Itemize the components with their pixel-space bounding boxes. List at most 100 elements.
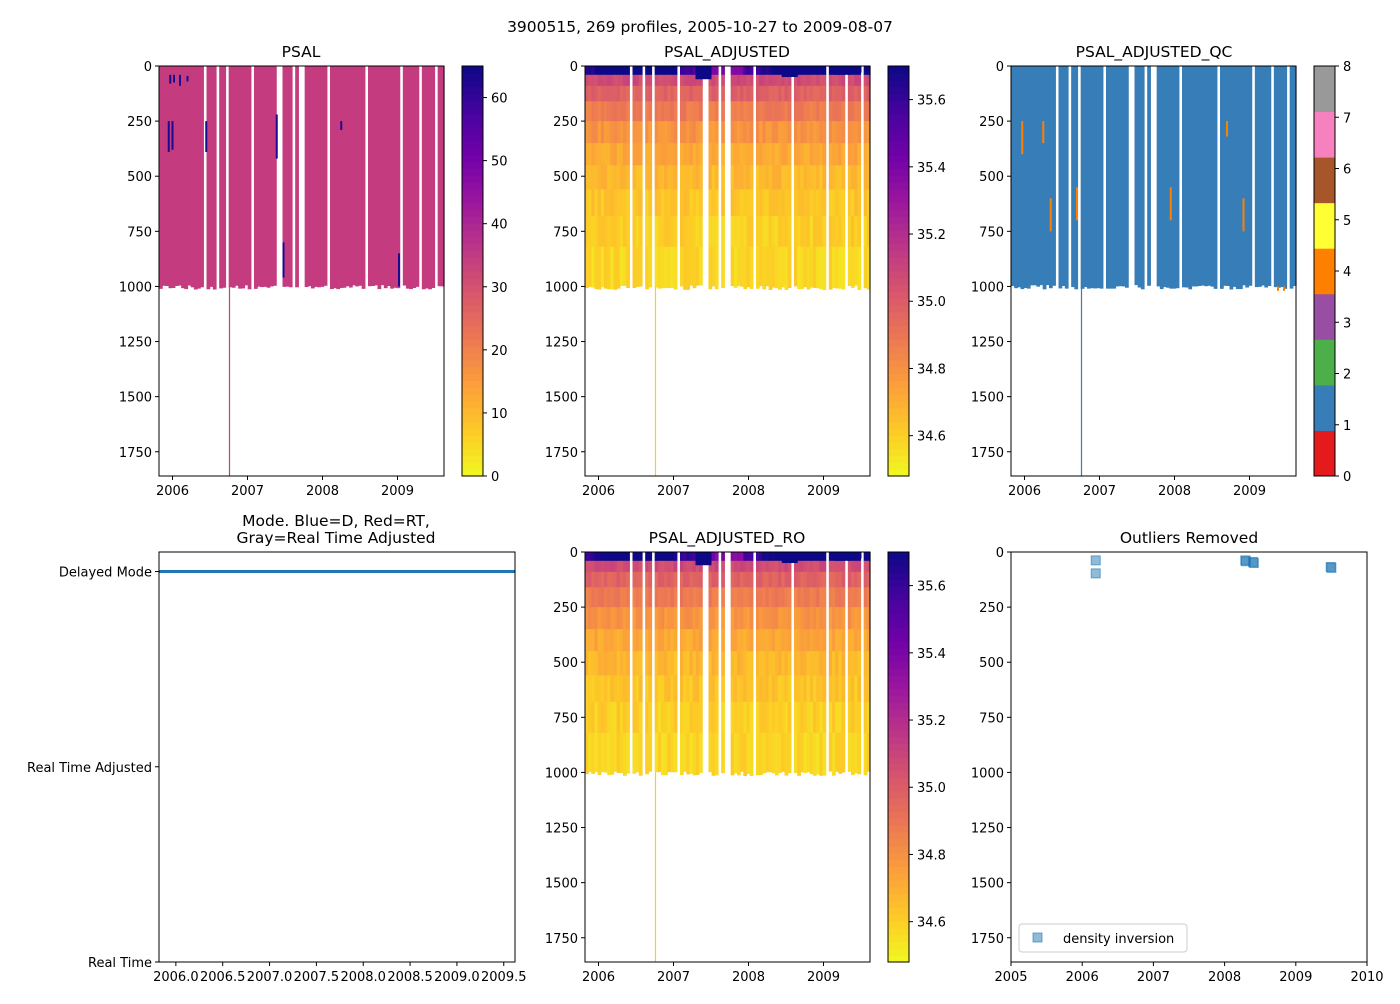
salinity-cell [756, 732, 760, 776]
salinity-cell [851, 675, 855, 703]
salinity-cell [851, 85, 855, 102]
salinity-cell [626, 74, 630, 87]
salinity-cell [749, 607, 754, 630]
salinity-cell [588, 246, 592, 287]
salinity-cell [743, 701, 748, 734]
outlier-points [1090, 555, 1337, 579]
salinity-cell [632, 165, 637, 190]
salinity-cell [778, 552, 782, 562]
salinity-cell [591, 66, 596, 76]
profile-column [1280, 66, 1284, 288]
salinity-cell [673, 66, 678, 76]
salinity-cell [781, 651, 786, 676]
colorbar-segment [888, 168, 909, 176]
salinity-cell [607, 675, 611, 703]
salinity-cell [689, 85, 694, 102]
salinity-cell [708, 189, 713, 217]
salinity-cell [813, 675, 817, 703]
profile-column [412, 66, 417, 288]
salinity-cell [819, 189, 824, 217]
salinity-cell [597, 215, 602, 248]
salinity-cell [841, 675, 846, 703]
colorbar-segment [888, 441, 909, 450]
salinity-cell [784, 85, 789, 102]
salinity-cell [645, 74, 649, 87]
salinity-cell [623, 66, 627, 76]
salinity-cell [762, 560, 767, 573]
salinity-cell [787, 74, 792, 87]
salinity-cell [664, 85, 668, 102]
salinity-cell [797, 560, 801, 573]
colorbar-segment [888, 291, 909, 299]
salinity-cell [743, 165, 748, 190]
salinity-cell [784, 651, 789, 676]
salinity-cell [708, 607, 713, 630]
salinity-cell [667, 165, 672, 190]
salinity-cell [708, 85, 713, 102]
salinity-cell [623, 675, 627, 703]
salinity-cell [806, 121, 811, 144]
salinity-cell [664, 165, 668, 190]
salinity-cell [623, 629, 627, 652]
profile-column [1099, 66, 1104, 289]
salinity-cell [664, 651, 668, 676]
salinity-cell [711, 651, 716, 676]
salinity-cell [832, 732, 836, 776]
colorbar-segment [888, 770, 909, 779]
colorbar-segment [888, 93, 909, 101]
salinity-cell [822, 560, 827, 573]
salinity-cell [670, 675, 675, 703]
salinity-cell [784, 165, 789, 190]
profile-column [266, 66, 271, 288]
salinity-cell [746, 552, 751, 562]
salinity-cell [613, 143, 618, 166]
salinity-cell [585, 101, 589, 122]
salinity-cell [816, 74, 820, 87]
salinity-cell [863, 571, 868, 588]
salinity-cell [765, 732, 770, 773]
salinity-cell [594, 143, 599, 166]
salinity-cell [737, 607, 741, 630]
psal_adjusted_qc-xtick-label: 2009 [1233, 484, 1266, 499]
salinity-cell [740, 143, 744, 166]
colorbar-segment [462, 168, 483, 176]
salinity-cell [756, 121, 760, 144]
salinity-cell [863, 246, 868, 289]
salinity-cell [822, 66, 827, 76]
salinity-cell [600, 629, 605, 652]
outliers-ytick-label: 1500 [971, 877, 1004, 892]
salinity-cell [743, 571, 748, 588]
salinity-cell [841, 143, 846, 166]
outliers-xtick-label: 2006 [1066, 970, 1099, 985]
salinity-cell [797, 552, 801, 562]
salinity-cell [800, 571, 805, 588]
salinity-cell [670, 215, 675, 248]
salinity-cell [604, 732, 608, 773]
salinity-cell [699, 189, 703, 217]
salinity-cell [648, 121, 653, 144]
salinity-cell [778, 66, 782, 76]
salinity-cell [743, 85, 748, 102]
salinity-cell [784, 701, 789, 734]
salinity-cell [806, 560, 811, 573]
mode-xtick-label: 2009.5 [481, 970, 527, 985]
salinity-cell [775, 552, 779, 562]
profile-column [1090, 66, 1094, 289]
salinity-cell [813, 74, 817, 87]
salinity-cell [819, 552, 824, 562]
salinity-cell [645, 587, 649, 608]
salinity-cell [737, 143, 741, 166]
psal_adjusted-ytick-label: 0 [570, 60, 578, 75]
salinity-cell [863, 215, 868, 248]
salinity-cell [680, 165, 684, 190]
salinity-cell [787, 143, 792, 166]
salinity-cell [721, 74, 725, 87]
salinity-cell [619, 101, 624, 122]
profile-column [231, 66, 236, 288]
salinity-cell [673, 74, 678, 87]
salinity-cell [632, 85, 637, 102]
salinity-cell [604, 552, 608, 562]
colorbar-segment [462, 209, 483, 217]
salinity-cell [847, 587, 852, 608]
salinity-cell [806, 629, 811, 652]
